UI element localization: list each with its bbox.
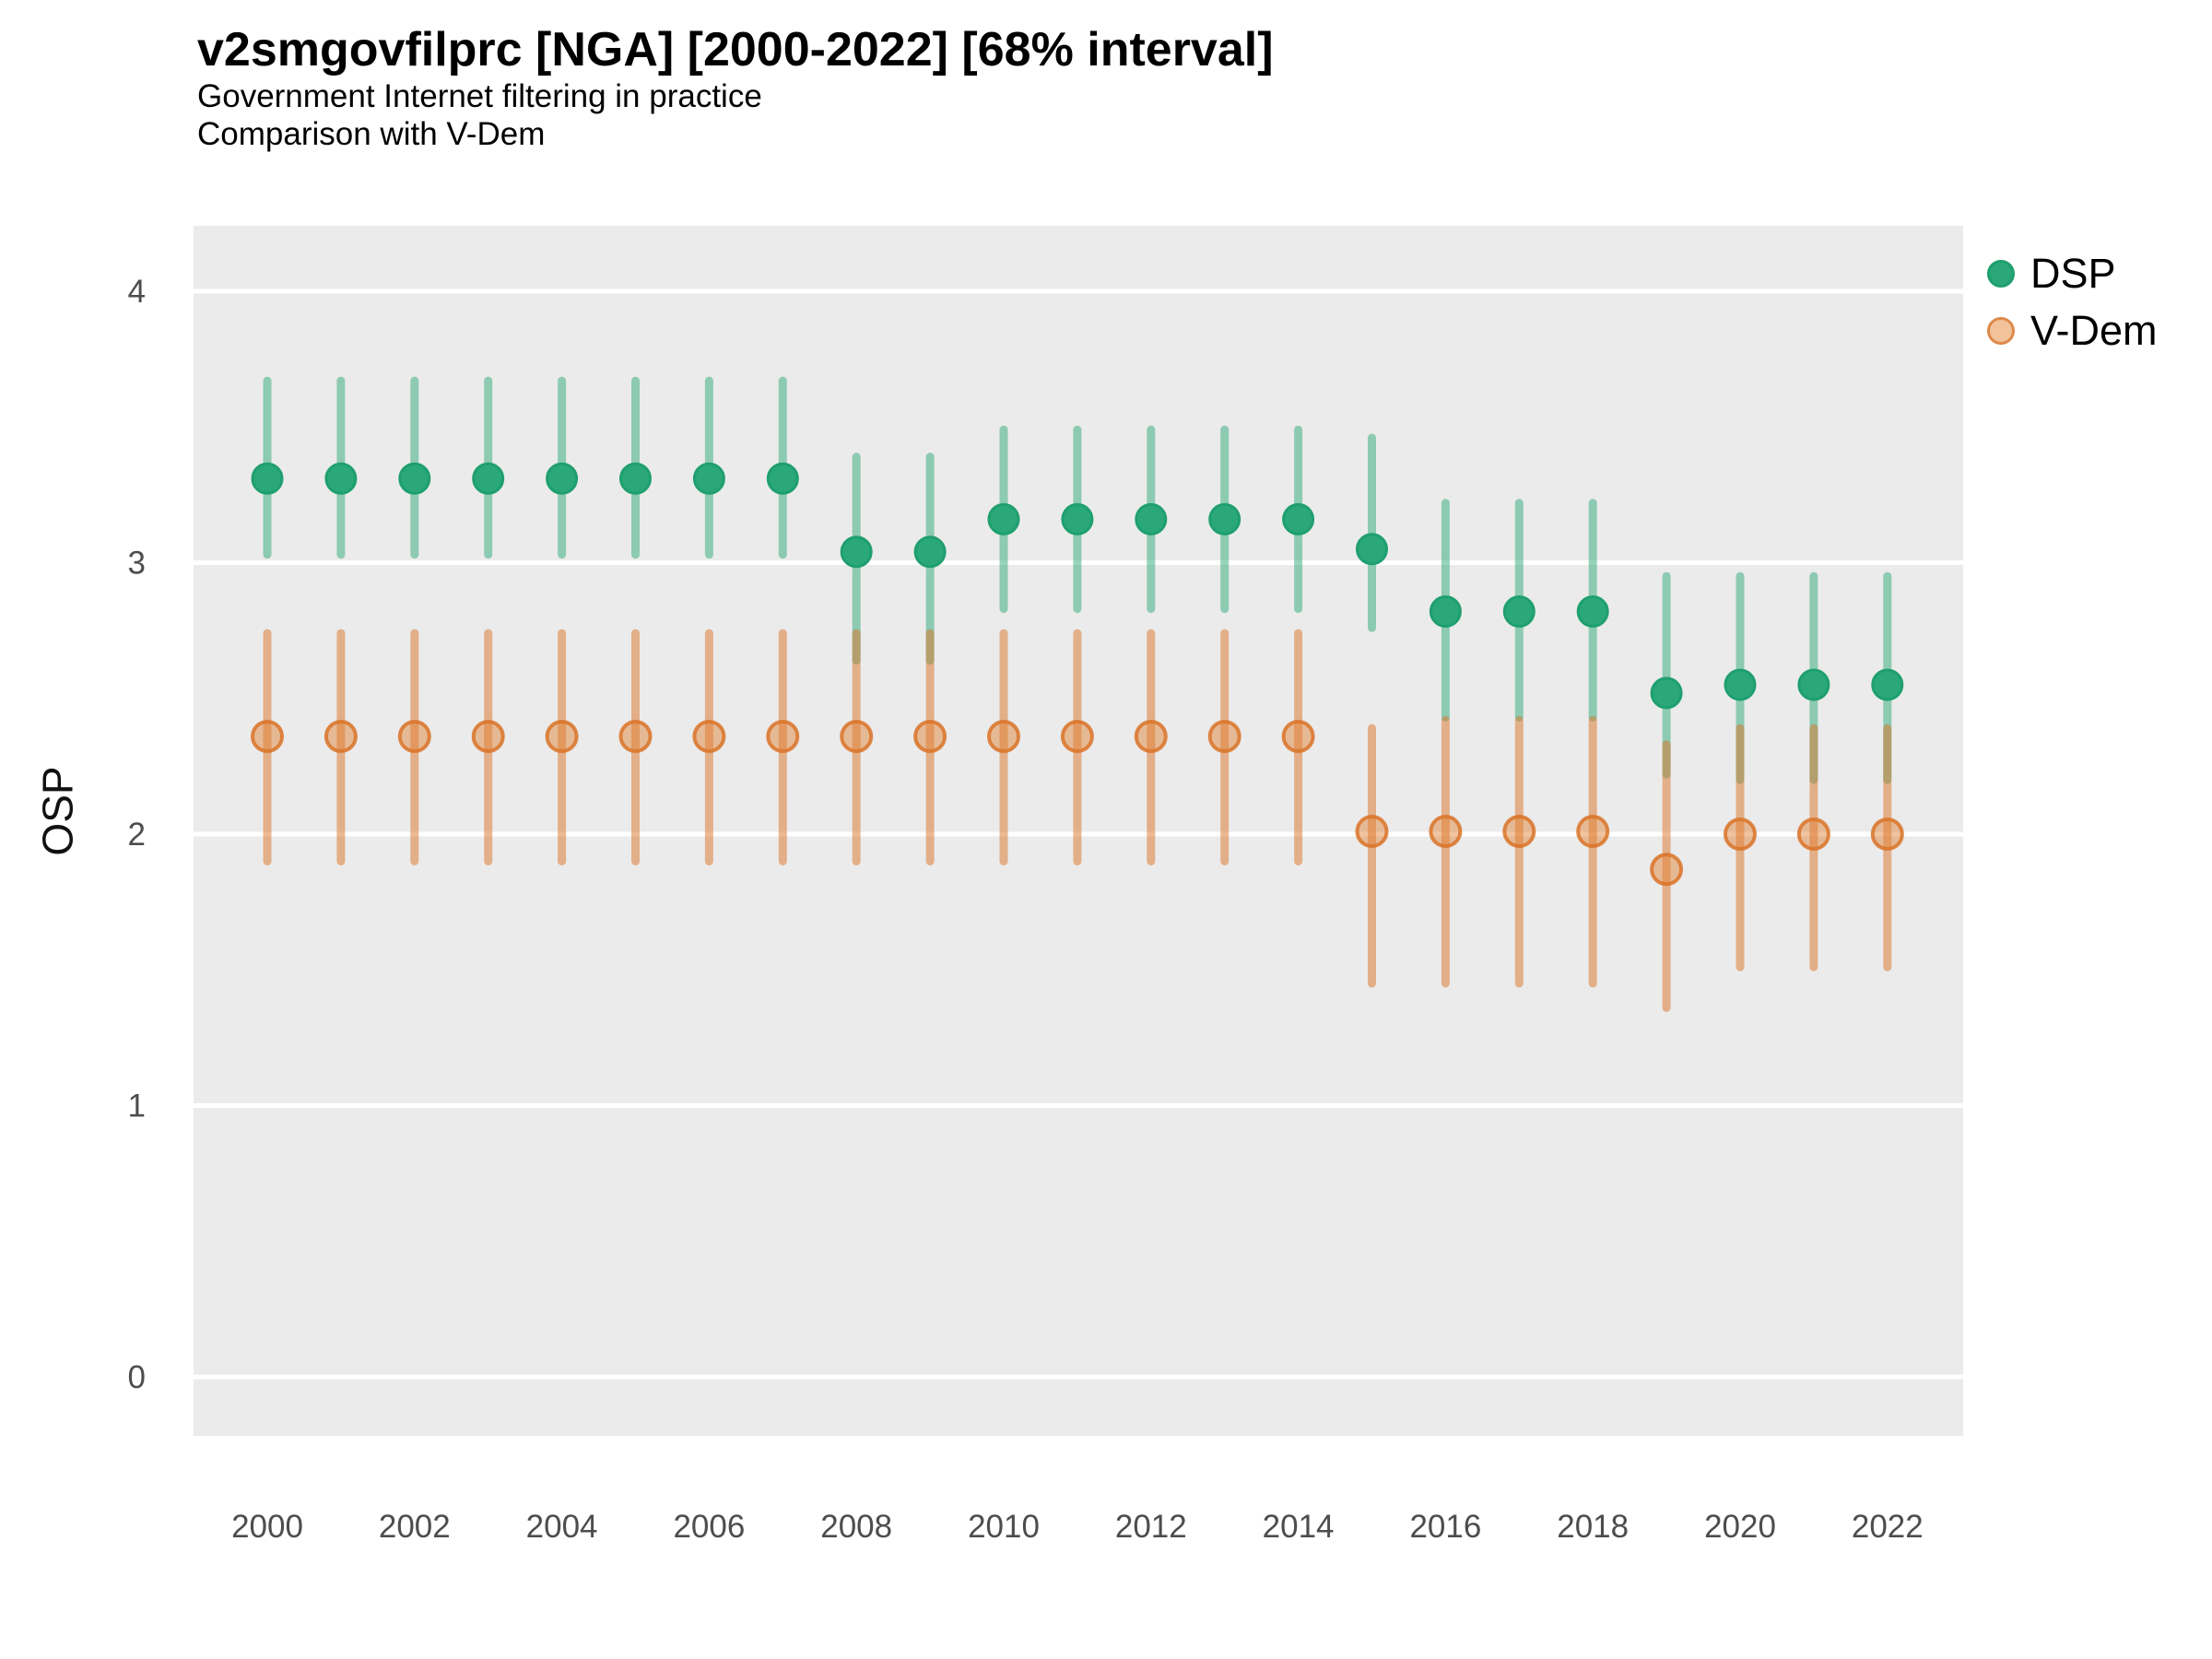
dsp-points <box>251 462 1904 710</box>
x-tick-label-2022: 2022 <box>1852 1509 1924 1545</box>
dsp-point-2014 <box>1282 502 1315 535</box>
vdem-point-2022 <box>1870 818 1904 851</box>
dsp-point-2009 <box>913 535 947 569</box>
vdem-point-2011 <box>1060 719 1094 753</box>
vdem-point-2007 <box>766 719 800 753</box>
vdem-points <box>251 719 1904 887</box>
dsp-point-2019 <box>1650 677 1683 710</box>
dsp-point-2013 <box>1208 502 1241 535</box>
chart-subtitle: Government Internet filtering in practic… <box>197 78 762 114</box>
vdem-point-2015 <box>1355 815 1389 849</box>
legend-item-dsp: DSP <box>1987 245 2158 302</box>
vdem-point-2000 <box>251 719 284 753</box>
dsp-point-2002 <box>398 462 431 495</box>
vdem-point-2019 <box>1650 853 1684 887</box>
legend: DSP V-Dem <box>1987 245 2158 359</box>
x-tick-label-2010: 2010 <box>968 1509 1040 1545</box>
dsp-point-2004 <box>546 462 579 495</box>
dsp-point-2006 <box>692 462 725 495</box>
y-tick-label-2: 2 <box>128 817 146 853</box>
vdem-point-2006 <box>692 719 726 753</box>
vdem-point-2001 <box>324 719 358 753</box>
vdem-interval-bars <box>263 629 1892 1012</box>
vdem-point-2020 <box>1724 818 1757 851</box>
x-tick-label-2000: 2000 <box>231 1509 303 1545</box>
x-tick-label-2008: 2008 <box>820 1509 892 1545</box>
dsp-point-2003 <box>472 462 505 495</box>
vdem-point-2008 <box>840 719 874 753</box>
vdem-point-2017 <box>1502 815 1536 849</box>
dsp-point-2021 <box>1797 668 1830 701</box>
legend-label: DSP <box>2030 250 2116 297</box>
dsp-point-2012 <box>1135 502 1168 535</box>
x-tick-label-2004: 2004 <box>526 1509 598 1545</box>
vdem-point-2002 <box>397 719 431 753</box>
legend-dot-icon <box>1987 260 2015 288</box>
dsp-point-2008 <box>840 535 873 569</box>
chart-title: v2smgovfilprc [NGA] [2000-2022] [68% int… <box>197 23 1274 76</box>
dsp-point-2005 <box>619 462 652 495</box>
dsp-point-2022 <box>1871 668 1904 701</box>
dsp-point-2016 <box>1429 595 1462 629</box>
dsp-point-2018 <box>1576 595 1609 629</box>
vdem-point-2004 <box>545 719 579 753</box>
vdem-point-2016 <box>1429 815 1463 849</box>
vdem-point-2013 <box>1207 719 1241 753</box>
y-tick-label-3: 3 <box>128 546 146 582</box>
legend-label: V-Dem <box>2030 307 2158 354</box>
x-tick-label-2002: 2002 <box>379 1509 451 1545</box>
vdem-point-2010 <box>987 719 1020 753</box>
dsp-point-2001 <box>324 462 358 495</box>
title-block: v2smgovfilprc [NGA] [2000-2022] [68% int… <box>197 22 1274 153</box>
vdem-point-2003 <box>471 719 505 753</box>
x-tick-label-2006: 2006 <box>673 1509 745 1545</box>
chart-subtitle-2: Comparison with V-Dem <box>197 116 546 152</box>
vdem-point-2005 <box>618 719 653 753</box>
dsp-point-2020 <box>1724 668 1757 701</box>
vdem-point-2012 <box>1134 719 1168 753</box>
x-tick-label-2012: 2012 <box>1115 1509 1187 1545</box>
y-tick-label-4: 4 <box>128 274 146 310</box>
y-axis-title: OSP <box>33 766 82 856</box>
y-tick-label-0: 0 <box>128 1359 146 1395</box>
y-tick-label-1: 1 <box>128 1088 146 1124</box>
dsp-point-2010 <box>987 502 1020 535</box>
vdem-point-2014 <box>1281 719 1315 753</box>
x-tick-label-2020: 2020 <box>1704 1509 1776 1545</box>
dsp-point-2011 <box>1061 502 1094 535</box>
x-tick-label-2018: 2018 <box>1557 1509 1629 1545</box>
dsp-point-2000 <box>251 462 284 495</box>
x-tick-label-2014: 2014 <box>1263 1509 1335 1545</box>
x-tick-label-2016: 2016 <box>1409 1509 1481 1545</box>
vdem-point-2018 <box>1576 815 1610 849</box>
legend-dot-icon <box>1987 317 2015 345</box>
vdem-point-2021 <box>1796 818 1830 851</box>
vdem-point-2009 <box>913 719 947 753</box>
dsp-point-2007 <box>766 462 799 495</box>
dsp-point-2017 <box>1502 595 1535 629</box>
dsp-point-2015 <box>1356 533 1388 566</box>
legend-item-vdem: V-Dem <box>1987 302 2158 359</box>
